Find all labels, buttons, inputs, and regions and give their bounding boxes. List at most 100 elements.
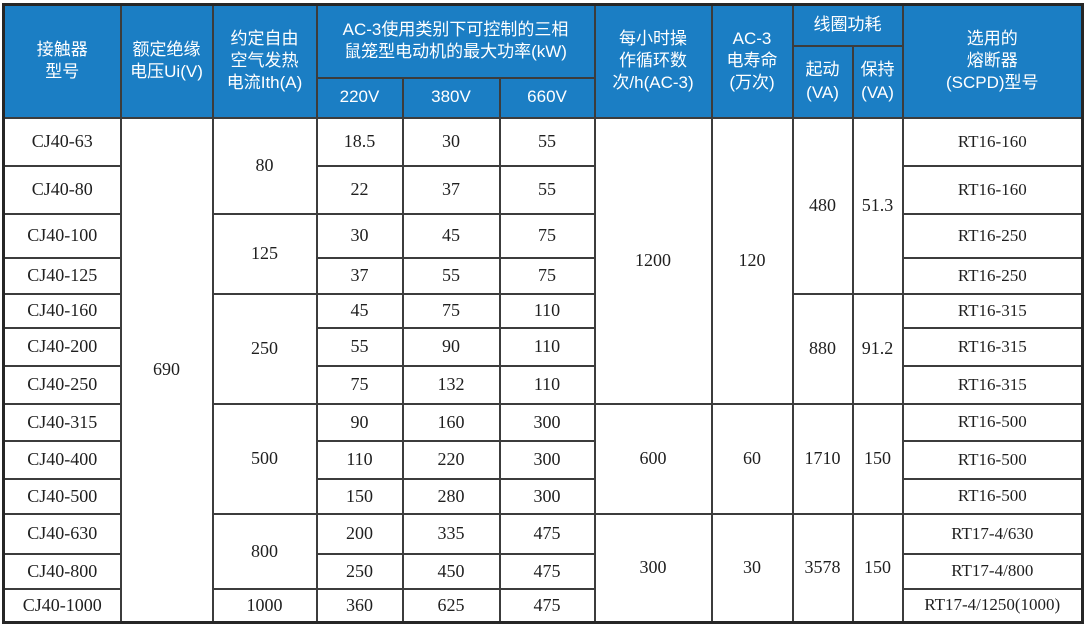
cell-kw-220: 150	[315, 477, 404, 515]
cell-insulation-voltage: 690	[119, 116, 214, 624]
cell-kw-220: 37	[315, 256, 404, 295]
cell-kw-660: 55	[498, 164, 596, 215]
cell-fuse: RT16-250	[901, 212, 1084, 259]
header-model: 接触器 型号	[2, 3, 122, 119]
cell-fuse: RT17-4/800	[901, 552, 1084, 590]
cell-kw-380: 160	[401, 402, 501, 442]
cell-kw-380: 30	[401, 116, 501, 167]
cell-kw-660: 300	[498, 402, 596, 442]
cell-kw-220: 30	[315, 212, 404, 259]
cell-kw-380: 45	[401, 212, 501, 259]
cell-kw-220: 75	[315, 364, 404, 405]
table-row: CJ40-100 125 30 45 75 RT16-250	[2, 212, 1084, 295]
cell-kw-220: 90	[315, 402, 404, 442]
cell-kw-380: 132	[401, 364, 501, 405]
cell-kw-660: 475	[498, 587, 596, 624]
table-body: CJ40-63 690 80 18.5 30 55 1200 120 480 5…	[2, 116, 1084, 624]
cell-coil-start: 480	[791, 116, 854, 295]
table-header: 接触器 型号 额定绝缘 电压Ui(V) 约定自由 空气发热 电流Ith(A) A…	[2, 3, 1084, 119]
cell-thermal-current: 250	[211, 292, 318, 405]
cell-kw-660: 110	[498, 364, 596, 405]
cell-model: CJ40-160	[2, 292, 122, 329]
cell-model: CJ40-800	[2, 552, 122, 590]
cell-kw-220: 55	[315, 326, 404, 367]
cell-model: CJ40-100	[2, 212, 122, 259]
header-fuse: 选用的 熔断器 (SCPD)型号	[901, 3, 1084, 119]
header-electrical-life: AC-3 电寿命 (万次)	[710, 3, 794, 119]
cell-kw-380: 55	[401, 256, 501, 295]
cell-coil-hold: 150	[851, 512, 904, 624]
cell-fuse: RT16-315	[901, 364, 1084, 405]
header-coil-power-group: 线圈功耗	[791, 3, 904, 47]
cell-fuse: RT16-315	[901, 326, 1084, 367]
cell-kw-660: 110	[498, 326, 596, 367]
cell-coil-hold: 51.3	[851, 116, 904, 295]
spec-table: 接触器 型号 额定绝缘 电压Ui(V) 约定自由 空气发热 电流Ith(A) A…	[2, 3, 1085, 624]
cell-thermal-current: 80	[211, 116, 318, 215]
cell-fuse: RT16-500	[901, 439, 1084, 480]
cell-fuse: RT16-315	[901, 292, 1084, 329]
cell-model: CJ40-80	[2, 164, 122, 215]
cell-kw-220: 110	[315, 439, 404, 480]
cell-kw-380: 625	[401, 587, 501, 624]
header-insulation-voltage: 额定绝缘 电压Ui(V)	[119, 3, 214, 119]
cell-kw-380: 75	[401, 292, 501, 329]
table-row: CJ40-630 800 200 335 475 300 30 3578 150…	[2, 512, 1084, 624]
cell-coil-start: 880	[791, 292, 854, 405]
cell-coil-hold: 150	[851, 402, 904, 515]
cell-kw-660: 55	[498, 116, 596, 167]
cell-model: CJ40-63	[2, 116, 122, 167]
header-thermal-current: 约定自由 空气发热 电流Ith(A)	[211, 3, 318, 119]
cell-kw-220: 360	[315, 587, 404, 624]
table-row: CJ40-315 500 90 160 300 600 60 1710 150 …	[2, 402, 1084, 515]
header-row-voltages: 220V 380V 660V	[4, 76, 1083, 119]
header-row-groups: 接触器 型号 额定绝缘 电压Ui(V) 约定自由 空气发热 电流Ith(A) A…	[2, 3, 1084, 119]
cell-thermal-current: 125	[211, 212, 318, 295]
header-coil-start: 起动 (VA)	[791, 44, 854, 119]
cell-kw-380: 220	[401, 439, 501, 480]
table-row: CJ40-80 22 37 55 RT16-160	[2, 164, 1084, 215]
cell-model: CJ40-1000	[2, 587, 122, 624]
header-660v: 660V	[498, 76, 596, 119]
cell-kw-660: 475	[498, 512, 596, 555]
cell-life: 60	[710, 402, 794, 515]
cell-life: 30	[710, 512, 794, 624]
header-coil-hold: 保持 (VA)	[851, 44, 904, 119]
header-row-coil-sub: 起动 (VA) 保持 (VA)	[4, 44, 1083, 119]
cell-coil-hold: 91.2	[851, 292, 904, 405]
cell-kw-660: 110	[498, 292, 596, 329]
cell-fuse: RT16-500	[901, 477, 1084, 515]
cell-thermal-current: 500	[211, 402, 318, 515]
table-row: CJ40-800 250 450 475 RT17-4/800	[2, 552, 1084, 590]
cell-model: CJ40-125	[2, 256, 122, 295]
cell-model: CJ40-200	[2, 326, 122, 367]
cell-kw-220: 45	[315, 292, 404, 329]
cell-fuse: RT16-250	[901, 256, 1084, 295]
table-row: CJ40-160 250 45 75 110 880 91.2 RT16-315	[2, 292, 1084, 405]
cell-kw-380: 450	[401, 552, 501, 590]
header-220v: 220V	[315, 76, 404, 119]
cell-kw-660: 75	[498, 212, 596, 259]
cell-kw-380: 280	[401, 477, 501, 515]
cell-model: CJ40-400	[2, 439, 122, 480]
header-cycles: 每小时操 作循环数 次/h(AC-3)	[593, 3, 713, 119]
cell-kw-660: 75	[498, 256, 596, 295]
cell-kw-220: 250	[315, 552, 404, 590]
cell-cycles: 600	[593, 402, 713, 515]
cell-cycles: 1200	[593, 116, 713, 405]
cell-kw-220: 200	[315, 512, 404, 555]
cell-coil-start: 3578	[791, 512, 854, 624]
cell-fuse: RT16-160	[901, 116, 1084, 167]
table-row: CJ40-200 55 90 110 RT16-315	[2, 326, 1084, 367]
cell-kw-660: 475	[498, 552, 596, 590]
table-row: CJ40-400 110 220 300 RT16-500	[2, 439, 1084, 480]
cell-kw-380: 37	[401, 164, 501, 215]
header-power-group: AC-3使用类别下可控制的三相 鼠笼型电动机的最大功率(kW)	[315, 3, 596, 79]
cell-model: CJ40-315	[2, 402, 122, 442]
cell-model: CJ40-250	[2, 364, 122, 405]
cell-thermal-current: 800	[211, 512, 318, 590]
cell-fuse: RT16-160	[901, 164, 1084, 215]
cell-cycles: 300	[593, 512, 713, 624]
cell-fuse: RT16-500	[901, 402, 1084, 442]
